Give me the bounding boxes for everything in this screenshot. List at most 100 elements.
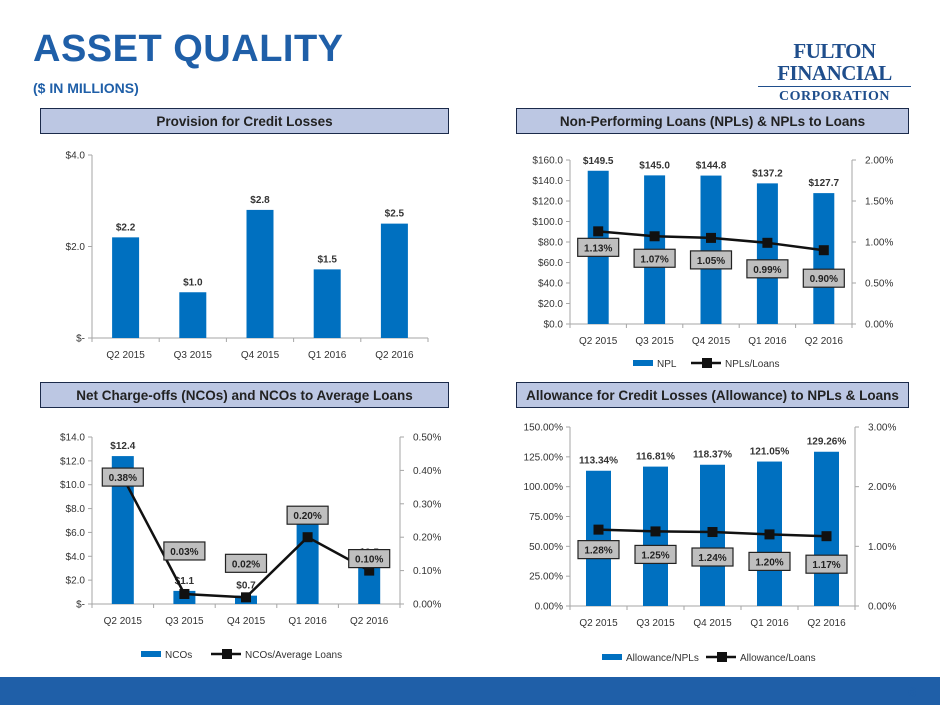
- npl-line-label: 1.13%: [584, 243, 612, 254]
- allowance-legend-line-marker: [717, 652, 727, 662]
- nco-y2-tick-label: 0.50%: [413, 433, 441, 444]
- allowance-y2-tick-label: 1.00%: [868, 542, 896, 553]
- nco-y-tick-label: $6.0: [66, 528, 86, 539]
- footer-bar: [0, 677, 940, 705]
- allowance-line-label-box: [805, 554, 848, 574]
- logo-top-text: FULTON FINANCIAL: [777, 39, 892, 85]
- provision-bar: [179, 292, 207, 338]
- nco-line-label-box: [286, 505, 329, 525]
- provision-header: Provision for Credit Losses: [40, 108, 449, 134]
- nco-x-tick-label: Q4 2015: [227, 616, 266, 627]
- allowance-bar-value-label: 121.05%: [750, 447, 790, 458]
- npl-line-series: [598, 230, 824, 252]
- allowance-line-marker: [821, 531, 832, 542]
- npl-y-tick-label: $40.0: [538, 279, 563, 290]
- nco-line-marker: [179, 588, 190, 599]
- nco-bar-value-label: $0.7: [236, 581, 256, 592]
- nco-line-label-box: [163, 541, 206, 561]
- allowance-x-tick-label: Q1 2016: [750, 618, 789, 629]
- provision-x-tick-label: Q2 2015: [106, 350, 145, 361]
- nco-header: Net Charge-offs (NCOs) and NCOs to Avera…: [40, 382, 449, 408]
- npl-bar-value-label: $145.0: [639, 160, 670, 171]
- nco-y2-tick-label: 0.40%: [413, 466, 441, 477]
- npl-line-label: 1.05%: [697, 256, 725, 267]
- nco-line-label-box: [224, 553, 268, 573]
- allowance-y2-tick-label: 2.00%: [868, 482, 896, 493]
- npl-line-marker: [649, 231, 660, 242]
- page-number: 6: [908, 684, 917, 701]
- allowance-line-marker: [650, 526, 661, 537]
- npl-y2-tick-label: 1.50%: [865, 197, 893, 208]
- provision-y-tick-label: $2.0: [66, 242, 86, 253]
- npl-line-label-box: [633, 248, 676, 268]
- provision-bar-value-label: $2.2: [116, 222, 136, 233]
- allowance-line-label: 1.17%: [812, 560, 840, 571]
- allowance-line-label: 1.24%: [698, 553, 726, 564]
- nco-y2-tick-label: 0.30%: [413, 499, 441, 510]
- allowance-y-tick-label: 150.00%: [524, 423, 564, 434]
- nco-bar: [173, 590, 196, 604]
- nco-y-tick-label: $4.0: [66, 552, 86, 563]
- npl-line-marker: [706, 232, 716, 243]
- allowance-line-label-box: [748, 551, 791, 572]
- npl-y2-tick-label: 2.00%: [865, 156, 893, 167]
- nco-y-tick-label: $8.0: [66, 504, 86, 515]
- npl-bar: [644, 175, 666, 324]
- npl-y2-tick-label: 1.00%: [865, 238, 893, 249]
- npl-y-tick-label: $140.0: [532, 176, 563, 187]
- allowance-bar-value-label: 113.34%: [579, 456, 618, 467]
- nco-x-tick-label: Q2 2015: [104, 616, 143, 627]
- company-logo: FULTON FINANCIAL CORPORATION: [752, 40, 917, 104]
- npl-bar: [587, 170, 609, 324]
- allowance-x-tick-label: Q2 2016: [807, 618, 846, 629]
- page-subtitle: ($ IN MILLIONS): [33, 80, 139, 96]
- nco-legend-bar-swatch: [141, 651, 161, 657]
- npl-line-label-box: [577, 237, 620, 257]
- nco-line-label: 0.38%: [109, 473, 137, 484]
- npl-y-tick-label: $80.0: [538, 238, 563, 249]
- allowance-y-tick-label: 100.00%: [524, 482, 564, 493]
- nco-bar: [296, 521, 319, 604]
- npl-line-label: 1.07%: [640, 254, 668, 265]
- provision-bar: [313, 269, 341, 338]
- nco-y-tick-label: $10.0: [60, 480, 85, 491]
- nco-x-tick-label: Q2 2016: [350, 616, 389, 627]
- allowance-bar: [643, 466, 668, 606]
- nco-line-label: 0.03%: [170, 547, 198, 558]
- allowance-y-tick-label: 25.00%: [529, 572, 563, 583]
- npl-bar-value-label: $127.7: [809, 178, 840, 189]
- provision-bar: [246, 209, 274, 338]
- allowance-line-label-box: [634, 544, 677, 565]
- allowance-legend-bar-swatch: [602, 654, 622, 660]
- page-title: ASSET QUALITY: [33, 28, 344, 70]
- nco-line-label: 0.20%: [293, 511, 321, 522]
- nco-x-tick-label: Q3 2015: [165, 616, 204, 627]
- npl-y-tick-label: $160.0: [532, 156, 563, 167]
- allowance-line-series: [598, 528, 827, 538]
- provision-x-tick-label: Q2 2016: [375, 350, 414, 361]
- npl-y-tick-label: $60.0: [538, 258, 563, 269]
- provision-y-tick-label: $-: [76, 334, 85, 345]
- nco-y-tick-label: $12.0: [60, 456, 85, 467]
- allowance-bar: [814, 451, 839, 606]
- npl-legend-bar-label: NPL: [657, 359, 677, 370]
- npl-y-tick-label: $20.0: [538, 299, 563, 310]
- npl-x-tick-label: Q4 2015: [692, 336, 731, 347]
- allowance-bar-value-label: 116.81%: [636, 452, 675, 463]
- nco-line-marker: [364, 565, 375, 576]
- allowance-bar-value-label: 118.37%: [693, 450, 732, 461]
- nco-line-marker: [302, 532, 313, 543]
- allowance-legend-bar-label: Allowance/NPLs: [626, 653, 699, 664]
- npl-y-tick-label: $120.0: [532, 197, 563, 208]
- allowance-y2-tick-label: 0.00%: [868, 602, 896, 613]
- npl-x-tick-label: Q2 2015: [579, 336, 618, 347]
- nco-bar: [235, 595, 257, 604]
- allowance-legend-line-label: Allowance/Loans: [740, 653, 816, 664]
- allowance-bar: [586, 470, 611, 606]
- npl-bar-value-label: $149.5: [583, 156, 614, 167]
- provision-y-tick-label: $4.0: [66, 151, 86, 162]
- npl-line-label: 0.90%: [810, 274, 838, 285]
